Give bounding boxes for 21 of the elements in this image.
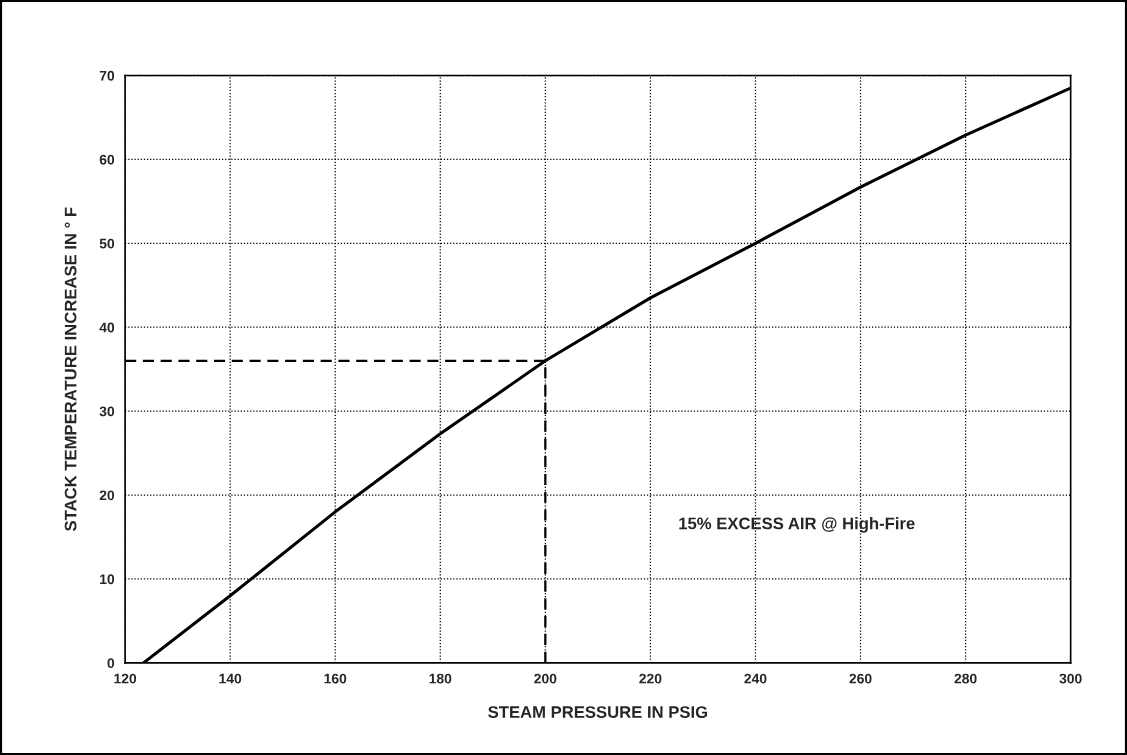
y-tick-label: 70 bbox=[99, 70, 115, 81]
x-axis-title: STEAM PRESSURE IN PSIG bbox=[488, 706, 708, 718]
x-tick-label: 280 bbox=[954, 673, 977, 684]
x-tick-label: 180 bbox=[429, 673, 452, 684]
y-tick-label: 30 bbox=[99, 406, 115, 417]
y-tick-label: 40 bbox=[99, 322, 115, 333]
y-tick-label: 0 bbox=[107, 658, 115, 669]
annotation: 15% EXCESS AIR @ High-Fire bbox=[679, 517, 915, 533]
x-tick-label: 220 bbox=[639, 673, 662, 684]
x-tick-label: 200 bbox=[534, 673, 557, 684]
x-tick-label: 120 bbox=[114, 673, 137, 684]
x-tick-label: 140 bbox=[219, 673, 242, 684]
y-tick-label: 20 bbox=[99, 490, 115, 501]
x-tick-label: 240 bbox=[744, 673, 767, 684]
y-tick-label: 50 bbox=[99, 238, 115, 249]
x-tick-label: 300 bbox=[1059, 673, 1082, 684]
y-tick-label: 60 bbox=[99, 154, 115, 165]
x-tick-label: 160 bbox=[324, 673, 347, 684]
y-axis-title: STACK TEMPERATURE INCREASE IN ° F bbox=[64, 207, 77, 532]
x-tick-label: 260 bbox=[849, 673, 872, 684]
y-tick-label: 10 bbox=[100, 574, 115, 585]
